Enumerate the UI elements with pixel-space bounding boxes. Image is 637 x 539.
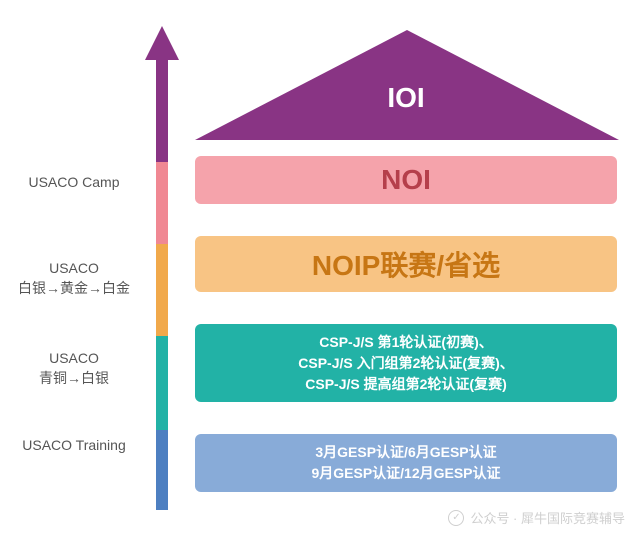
- arrow-segment: [156, 336, 168, 430]
- tier-label-line: CSP-J/S 提高组第2轮认证(复赛): [298, 374, 513, 395]
- watermark: ✓ 公众号 · 犀牛国际竞赛辅导: [448, 508, 625, 527]
- arrow-segment: [156, 162, 168, 244]
- arrow-segment: [156, 430, 168, 510]
- tier: 3月GESP认证/6月GESP认证9月GESP认证/12月GESP认证: [195, 434, 617, 492]
- diagram-container: USACO Camp USACO白银→黄金→白金 USACO青铜→白银 USACO T…: [0, 0, 637, 539]
- tier-label: NOIP联赛/省选: [312, 244, 500, 284]
- left-tier-label: USACO Camp: [0, 173, 148, 193]
- left-tier-label: USACO Training: [0, 436, 148, 456]
- tier-label-line: 3月GESP认证/6月GESP认证: [311, 442, 500, 463]
- tier-stack: IOI NOINOIP联赛/省选CSP-J/S 第1轮认证(初赛)、CSP-J/…: [195, 30, 617, 489]
- tier-label: NOI: [381, 164, 431, 196]
- wechat-icon: ✓: [448, 510, 464, 526]
- tier: NOIP联赛/省选: [195, 236, 617, 292]
- tier-label-line: CSP-J/S 第1轮认证(初赛)、: [298, 332, 513, 353]
- watermark-text: 公众号 · 犀牛国际竞赛辅导: [470, 508, 625, 527]
- tier: CSP-J/S 第1轮认证(初赛)、CSP-J/S 入门组第2轮认证(复赛)、C…: [195, 324, 617, 402]
- tier-label-line: CSP-J/S 入门组第2轮认证(复赛)、: [298, 353, 513, 374]
- arrow-segment: [156, 244, 168, 336]
- tier: NOI: [195, 156, 617, 204]
- arrow-head-icon: [145, 26, 179, 60]
- arrow-segment: [156, 58, 168, 162]
- left-tier-label: USACO白银→黄金→白金: [0, 259, 148, 298]
- tier-label-line: 9月GESP认证/12月GESP认证: [311, 463, 500, 484]
- arrow-shaft: [156, 58, 168, 510]
- left-tier-label: USACO青铜→白银: [0, 349, 148, 388]
- roof-tier: IOI: [195, 30, 617, 140]
- roof-label: IOI: [195, 82, 617, 114]
